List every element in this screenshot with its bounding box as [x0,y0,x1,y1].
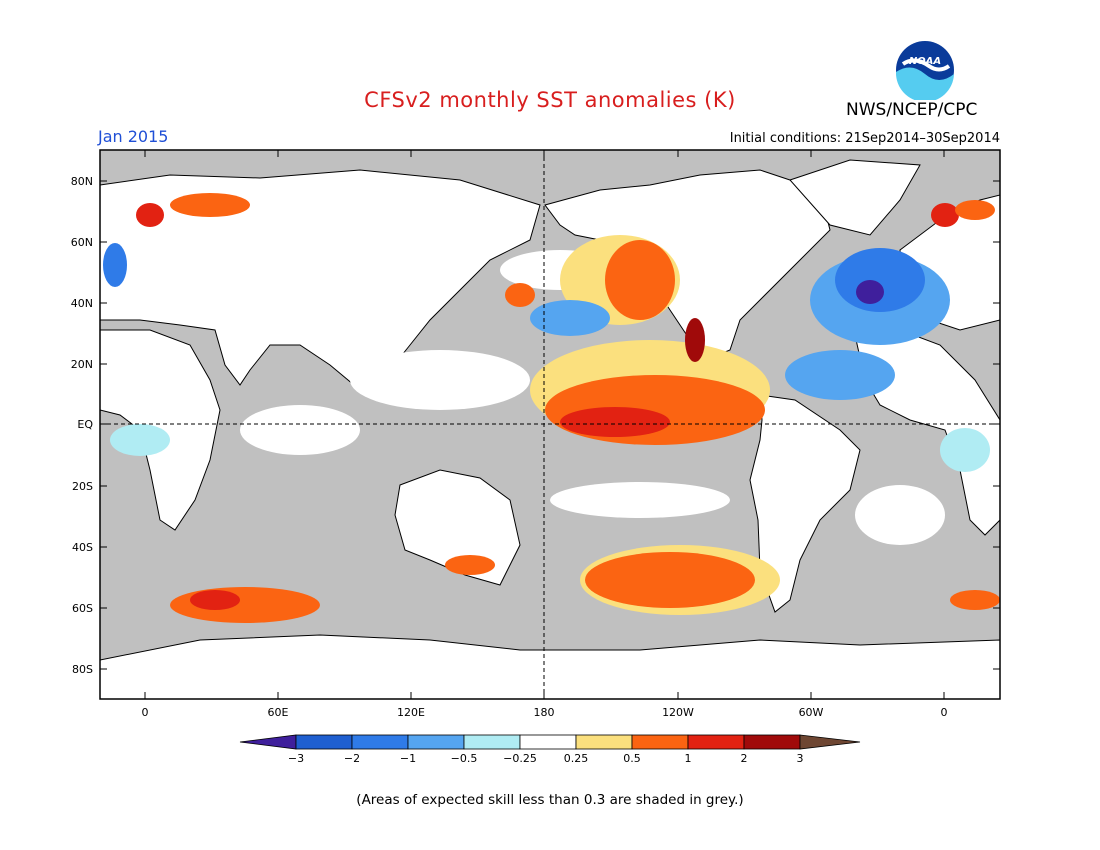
organization-label: NWS/NCEP/CPC [846,100,978,120]
white-region-south-atlantic [855,485,945,545]
anomaly-nino-red [560,407,670,437]
lat-label: 80S [72,663,93,676]
colorbar-label: 0.25 [564,752,589,765]
lon-label: 120W [662,706,694,719]
lat-label: 60N [71,236,93,249]
colorbar-label: 1 [685,752,692,765]
white-region-west-pacific [350,350,530,410]
lon-label: 120E [397,706,425,719]
colorbar-label: 0.5 [623,752,641,765]
colorbar-label: −0.5 [451,752,478,765]
anomaly-nino-orange [545,375,765,445]
colorbar-box [463,734,521,750]
anomaly-arctic-orange-e [955,200,995,220]
lat-label: 40S [72,541,93,554]
lat-label: 60S [72,602,93,615]
forecast-month: Jan 2015 [98,127,169,146]
land-australia [394,469,521,586]
colorbar-label: −2 [344,752,360,765]
white-region-indian-ocean [240,405,360,455]
lat-label: EQ [77,418,93,431]
lat-label: 20N [71,358,93,371]
colorbar-box [295,734,353,750]
lon-label: 60W [799,706,824,719]
colorbar [239,734,861,750]
land-antarctica [100,634,1000,699]
colorbar-label: −1 [400,752,416,765]
lon-label: 60E [268,706,289,719]
anomaly-arctic-orange-w [170,193,250,217]
colorbar-box [407,734,465,750]
anomaly-tropical-atlantic [785,350,895,400]
land-greenland [789,159,921,236]
map-field [100,150,1000,699]
colorbar-box [631,734,689,750]
colorbar-arrow-high [799,734,861,750]
anomaly-n-atlantic-blue [835,248,925,312]
colorbar-arrow-low [239,734,297,750]
lon-label: 180 [534,706,555,719]
anomaly-ne-pacific-orange [605,240,675,320]
skill-footnote: (Areas of expected skill less than 0.3 a… [356,792,744,808]
anomaly-arctic-red-w [136,203,164,227]
anomaly-west-africa-blue [103,243,127,287]
colorbar-box [519,734,577,750]
anomaly-tasman-orange [445,555,495,575]
initial-conditions: Initial conditions: 21Sep2014–30Sep2014 [729,131,1000,146]
colorbar-label: −0.25 [503,752,537,765]
latitude-axis: 80N 60N 40N 20N EQ 20S 40S 60S 80S [71,175,1000,676]
colorbar-box [351,734,409,750]
lat-label: 20S [72,480,93,493]
anomaly-benguela-cyan [110,424,170,456]
map-title: CFSv2 monthly SST anomalies (K) [364,88,736,112]
anomaly-southern-ocean-red [190,590,240,610]
lat-label: 40N [71,297,93,310]
noaa-logo-text: NOAA [909,56,941,67]
colorbar-labels: −3 −2 −1 −0.5 −0.25 0.25 0.5 1 2 3 [288,752,804,765]
anomaly-nw-pacific-blue [530,300,610,336]
cool-anomalies [103,243,990,472]
anomaly-arctic-red-e [931,203,959,227]
colorbar-box [743,734,801,750]
noaa-logo: NOAA [895,40,955,103]
lon-label: 0 [142,706,149,719]
land-south-america [749,394,861,613]
anomaly-n-atlantic-deep [856,280,884,304]
colorbar-box [575,734,633,750]
colorbar-label: 3 [797,752,804,765]
anomaly-southern-ocean-orange [170,587,320,623]
warm-anomalies [136,193,1000,623]
anomaly-s-pacific-orange [585,552,755,608]
longitude-axis: 0 60E 120E 180 120W 60W 0 [142,150,948,719]
colorbar-box [687,734,745,750]
lon-label: 0 [941,706,948,719]
anomaly-japan-orange [505,283,535,307]
anomaly-se-atlantic-orange [950,590,1000,610]
colorbar-label: −3 [288,752,304,765]
anomaly-baja-red [685,318,705,362]
colorbar-label: 2 [741,752,748,765]
anomaly-peru-cyan [940,428,990,472]
white-region-south-pacific [550,482,730,518]
lat-label: 80N [71,175,93,188]
